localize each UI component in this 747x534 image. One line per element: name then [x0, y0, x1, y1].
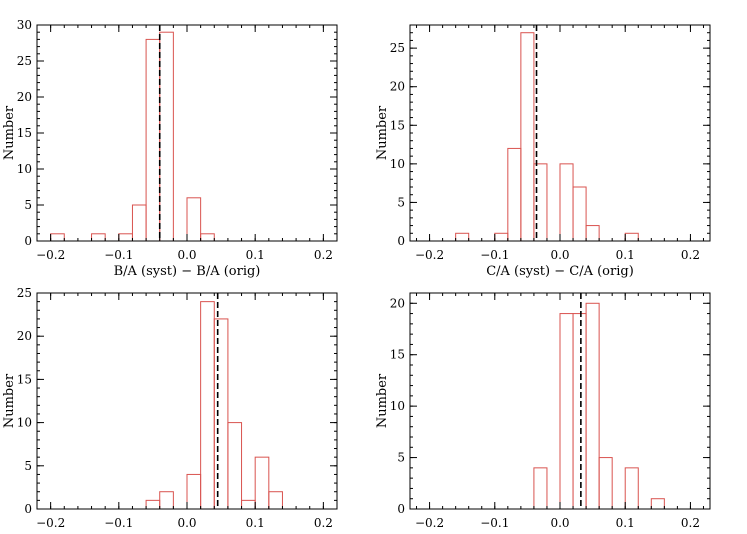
y-axis-label: Number	[2, 373, 17, 428]
x-tick-label: −0.2	[415, 516, 444, 530]
y-axis-label: Number	[2, 105, 17, 160]
x-tick-label: 0.2	[314, 248, 333, 262]
y-tick-label: 0	[397, 502, 405, 516]
histogram-bar	[559, 163, 574, 242]
y-tick-label: 15	[390, 348, 405, 362]
histogram-bar	[585, 302, 600, 510]
y-tick-label: 15	[17, 372, 32, 386]
x-tick-label: −0.1	[480, 516, 509, 530]
histogram-bar	[598, 457, 613, 510]
histogram-bar	[520, 32, 535, 242]
histogram-bar	[159, 491, 174, 510]
x-tick-label: −0.2	[36, 516, 65, 530]
histogram-bar	[559, 313, 574, 510]
x-tick-label: −0.2	[415, 248, 444, 262]
histogram-bar	[145, 38, 161, 242]
y-tick-label: 20	[390, 80, 405, 94]
histogram-bar	[227, 422, 243, 510]
histogram-bar	[533, 163, 548, 242]
histogram-panel-3: −0.2 −0.1 0.0 0.1 0.2 0 5 10 15 20 25 Number	[2, 286, 338, 530]
x-tick-label: −0.1	[104, 516, 133, 530]
y-tick-label: 0	[24, 502, 32, 516]
y-tick-label: 10	[17, 416, 32, 430]
y-tick-label: 5	[24, 459, 32, 473]
x-axis-label: C/A (syst) − C/A (orig)	[486, 264, 634, 279]
histogram-bar	[572, 313, 587, 510]
histogram-bar	[213, 318, 229, 510]
histogram-bar	[200, 301, 215, 510]
histogram-bar	[650, 498, 665, 510]
y-tick-label: 5	[397, 451, 405, 465]
y-tick-label: 0	[24, 234, 32, 248]
x-tick-label: 0.0	[177, 248, 196, 262]
histogram-panel-4: −0.2 −0.1 0.0 0.1 0.2 0 5 10 15 20 Number	[375, 292, 711, 530]
histogram-bar	[186, 473, 202, 510]
histogram-bar	[533, 467, 548, 510]
y-axis-label: Number	[375, 373, 390, 428]
x-tick-label: 0.2	[314, 516, 333, 530]
y-tick-label: 25	[17, 54, 32, 68]
histogram-bar	[186, 197, 202, 242]
histogram-bar	[241, 499, 256, 510]
y-tick-label: 25	[17, 286, 32, 300]
x-tick-label: 0.0	[550, 248, 569, 262]
histogram-bar	[254, 456, 270, 510]
histogram-bar	[50, 233, 65, 242]
histogram-bar	[494, 232, 509, 242]
x-tick-label: 0.2	[681, 248, 700, 262]
y-tick-label: 5	[397, 195, 405, 209]
x-tick-label: 0.2	[681, 516, 700, 530]
histogram-panel-2: −0.2 −0.1 0.0 0.1 0.2 0 5 10 15 20 25 C/A (syst) − …	[375, 24, 711, 279]
x-tick-label: 0.1	[616, 516, 635, 530]
x-tick-label: 0.0	[177, 516, 196, 530]
y-tick-label: 30	[17, 18, 32, 32]
histogram-bar	[624, 467, 639, 510]
y-tick-label: 20	[390, 296, 405, 310]
histogram-bar	[200, 233, 215, 242]
y-tick-label: 20	[17, 90, 32, 104]
y-tick-label: 20	[17, 329, 32, 343]
histogram-bar	[118, 233, 133, 242]
histogram-bar	[624, 232, 639, 242]
x-tick-label: 0.1	[246, 516, 265, 530]
histogram-bar	[585, 225, 600, 242]
histogram-bar	[91, 233, 106, 242]
y-tick-label: 25	[390, 41, 405, 55]
x-tick-label: −0.1	[104, 248, 133, 262]
x-tick-label: −0.1	[480, 248, 509, 262]
histogram-bar	[145, 499, 161, 510]
y-tick-label: 10	[390, 399, 405, 413]
y-tick-label: 15	[390, 118, 405, 132]
y-tick-label: 5	[24, 198, 32, 212]
histogram-bar	[268, 491, 283, 510]
histogram-bar	[572, 186, 587, 242]
x-tick-label: 0.0	[550, 516, 569, 530]
x-tick-label: −0.2	[36, 248, 65, 262]
histogram-panel-1: −0.2 −0.1 0.0 0.1 0.2 0 5 10 15 20 25 30 B/A (syst) …	[2, 18, 338, 279]
histogram-bar	[131, 204, 147, 242]
y-tick-label: 15	[17, 126, 32, 140]
histogram-bar	[455, 232, 470, 242]
y-tick-label: 10	[17, 162, 32, 176]
y-tick-label: 10	[390, 157, 405, 171]
x-tick-label: 0.1	[246, 248, 265, 262]
y-axis-label: Number	[375, 105, 390, 160]
histogram-bar	[159, 31, 174, 242]
x-tick-label: 0.1	[616, 248, 635, 262]
x-axis-label: B/A (syst) − B/A (orig)	[114, 264, 261, 279]
histogram-bar	[507, 147, 522, 242]
y-tick-label: 0	[397, 234, 405, 248]
